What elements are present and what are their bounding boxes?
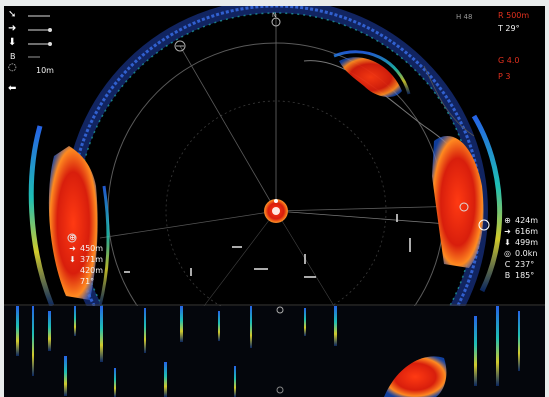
small-echoes	[124, 214, 411, 278]
vertical-scan-area	[4, 306, 545, 397]
course-icon: C	[504, 260, 511, 269]
svg-text:N: N	[272, 12, 277, 19]
target-icon: ⊕	[69, 233, 76, 242]
arrow-left-icon[interactable]: ⬅	[8, 83, 17, 94]
north-marker	[271, 17, 281, 27]
readout-value: 450m	[80, 244, 104, 253]
readout-value: 616m	[515, 227, 539, 236]
b-label: B	[10, 52, 16, 61]
bearing-line-nw	[179, 45, 277, 212]
speed-icon: ◎	[504, 249, 511, 258]
arrow-right-icon: ➜	[69, 244, 76, 253]
sonar-display[interactable]: N	[4, 6, 545, 397]
tilt-setting[interactable]: T 29°	[498, 24, 520, 33]
target-marker-2	[478, 219, 490, 231]
readout-row: ➜ 616m	[503, 226, 545, 237]
top-small-label: H 48	[456, 13, 473, 21]
sonar-graphics: N	[4, 6, 545, 397]
readout-value: 237°	[515, 260, 535, 269]
readout-row: ⊕ 424m	[503, 215, 545, 226]
readout-value: 424m	[515, 216, 539, 225]
readout-row: 71°	[68, 276, 116, 287]
cursor-marker	[174, 40, 186, 52]
readout-value: 0.0kn	[515, 249, 538, 258]
readout-row: ⬇ 371m	[68, 254, 116, 265]
readout-row: ⊕	[68, 232, 116, 243]
target-marker-left	[67, 233, 77, 243]
readout-value: 71°	[80, 277, 95, 286]
preset-setting[interactable]: P 3	[498, 72, 511, 81]
left-readouts: ⊕ ➜ 450m ⬇ 371m 420m 71°	[68, 232, 116, 287]
target-icon: ⊕	[504, 216, 511, 225]
readout-row: B 185°	[503, 270, 545, 281]
readout-value: 499m	[515, 238, 539, 247]
readout-row: C 237°	[503, 259, 545, 270]
readout-row: 420m	[68, 265, 116, 276]
bearing-icon: B	[504, 271, 511, 280]
arrow-right-icon: ➜	[504, 227, 511, 236]
readout-value: 371m	[80, 255, 104, 264]
arrow-down-icon[interactable]: ⬇	[8, 37, 17, 48]
readout-row: ➜ 450m	[68, 243, 116, 254]
arrow-down-icon: ⬇	[504, 238, 511, 247]
range-ring-2	[165, 100, 387, 322]
readout-value: 420m	[80, 266, 104, 275]
right-readouts: ⊕ 424m ➜ 616m ⬇ 499m ◎ 0.0kn C 237° B 185°	[503, 215, 545, 281]
echo-right	[432, 136, 484, 268]
bottom-scan-stripes	[16, 306, 520, 397]
target-marker	[459, 202, 469, 212]
bearing-line-east	[275, 205, 465, 212]
echo-top	[339, 57, 402, 98]
range-icon: ◌	[8, 62, 17, 73]
bearing-line-west	[99, 210, 277, 239]
readout-row: ◎ 0.0kn	[503, 248, 545, 259]
gain-setting[interactable]: G 4.0	[498, 56, 520, 65]
range-setting[interactable]: R 500m	[498, 11, 530, 20]
arrow-down-icon: ⬇	[69, 255, 76, 264]
arrow-right-icon[interactable]: ➜	[8, 23, 17, 34]
range-value: 10m	[36, 66, 54, 75]
arrow-diagonal-icon[interactable]: ➘	[8, 9, 17, 20]
readout-row: ⬇ 499m	[503, 237, 545, 248]
readout-value: 185°	[515, 271, 535, 280]
echo-left	[48, 146, 98, 300]
echo-bottom	[384, 356, 447, 397]
